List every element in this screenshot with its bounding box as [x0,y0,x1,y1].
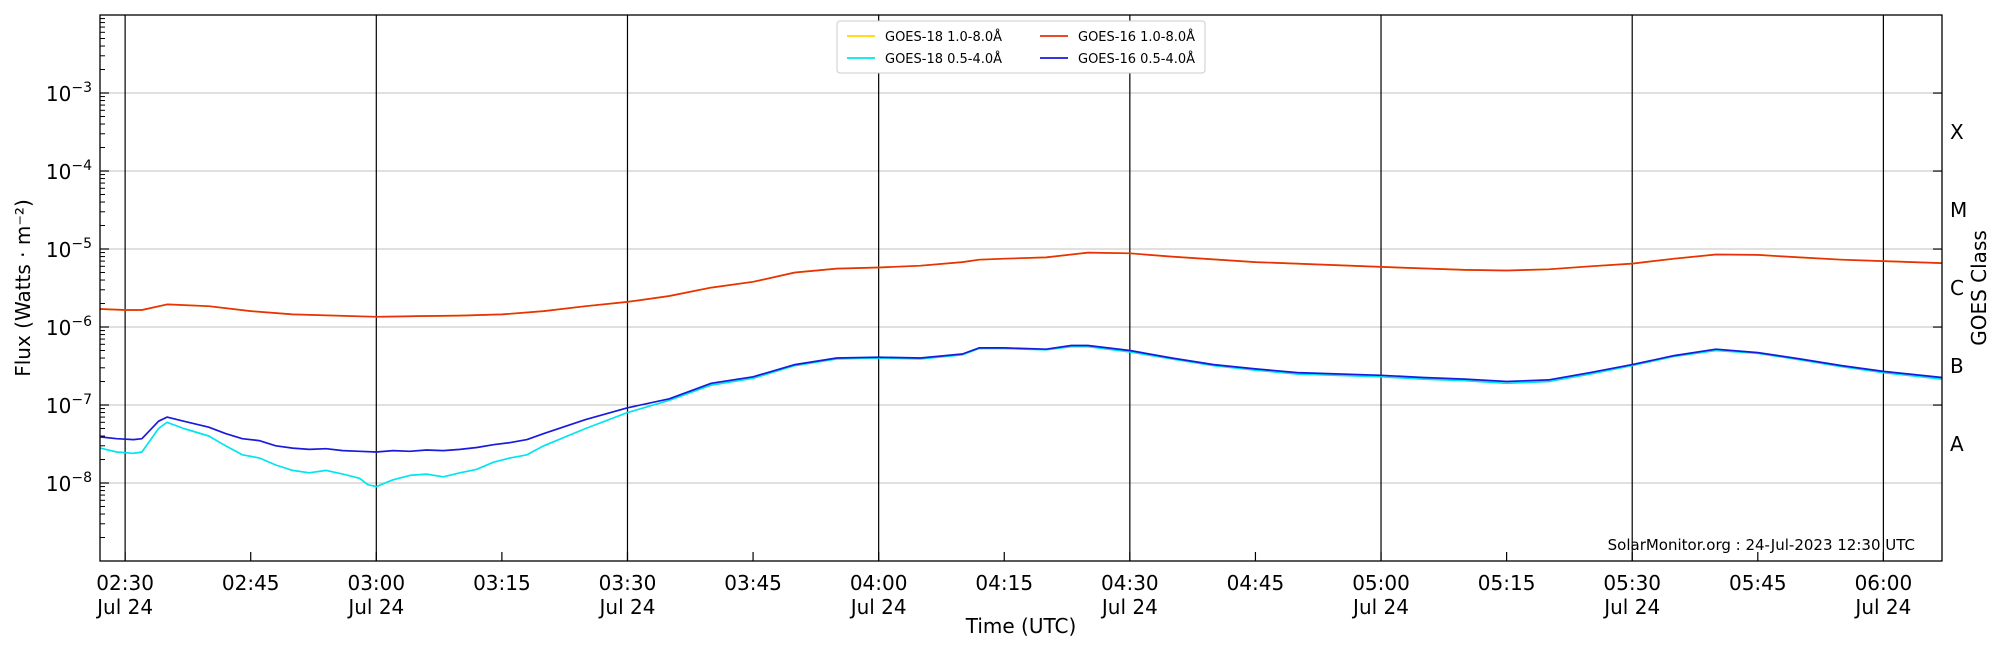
x-tick-date: Jul 24 [1853,595,1911,619]
x-tick-label: 05:45 [1729,571,1787,595]
x-tick-label: 02:45 [222,571,280,595]
legend-box [836,20,1206,74]
goes-class-label: A [1950,432,1964,456]
goes-class-label: C [1950,276,1964,300]
credit-text: SolarMonitor.org : 24-Jul-2023 12:30 UTC [1608,536,1915,554]
x-tick-date: Jul 24 [1100,595,1158,619]
series-line-goes-16-1-0-8-0- [99,251,1943,318]
x-tick-label: 05:30 [1603,571,1661,595]
y-tick-label: 10−3 [46,80,92,106]
x-tick-date: Jul 24 [1602,595,1660,619]
x-tick-label: 04:00 [850,571,908,595]
x-tick-label: 03:15 [473,571,531,595]
x-tick-date: Jul 24 [598,595,656,619]
plot-frame [99,14,1943,562]
y-axis-label: Flux (Watts · m⁻²) [11,199,35,377]
x-tick-label: 04:30 [1101,571,1159,595]
y-tick-label: 10−8 [46,470,92,496]
x-tick-label: 03:30 [599,571,657,595]
x-tick-label: 05:00 [1352,571,1410,595]
goes-class-label: B [1950,354,1964,378]
x-tick-label: 04:15 [975,571,1033,595]
y-tick-label: 10−6 [46,314,92,340]
x-axis-label: Time (UTC) [965,614,1077,638]
x-tick-date: Jul 24 [346,595,404,619]
series-lines [99,251,1943,488]
x-tick-date: Jul 24 [95,595,153,619]
legend-label: GOES-16 1.0-8.0Å [1078,29,1195,45]
goes-class-label: M [1950,198,1967,222]
legend-label: GOES-18 1.0-8.0Å [885,29,1002,45]
x-tick-label: 02:30 [96,571,154,595]
x-tick-label: 06:00 [1855,571,1913,595]
legend-label: GOES-18 0.5-4.0Å [885,51,1002,67]
x-tick-date: Jul 24 [1351,595,1409,619]
x-tick-label: 03:00 [347,571,405,595]
y2-axis-label: GOES Class [1967,230,1991,346]
x-tick-date: Jul 24 [849,595,907,619]
y-tick-label: 10−7 [46,392,92,418]
x-tick-label: 03:45 [724,571,782,595]
y-tick-label: 10−4 [46,158,92,184]
x-tick-label: 04:45 [1227,571,1285,595]
legend-label: GOES-16 0.5-4.0Å [1078,51,1195,67]
series-line-goes-18-0-5-4-0- [99,345,1943,488]
y-tick-label: 10−5 [46,236,92,262]
legend: GOES-18 1.0-8.0Å GOES-18 0.5-4.0Å GOES-16 … [836,20,1206,74]
goes-class-label: X [1950,120,1964,144]
x-tick-label: 05:15 [1478,571,1536,595]
series-line-goes-16-0-5-4-0- [99,344,1943,453]
grid-lines [100,15,1942,561]
